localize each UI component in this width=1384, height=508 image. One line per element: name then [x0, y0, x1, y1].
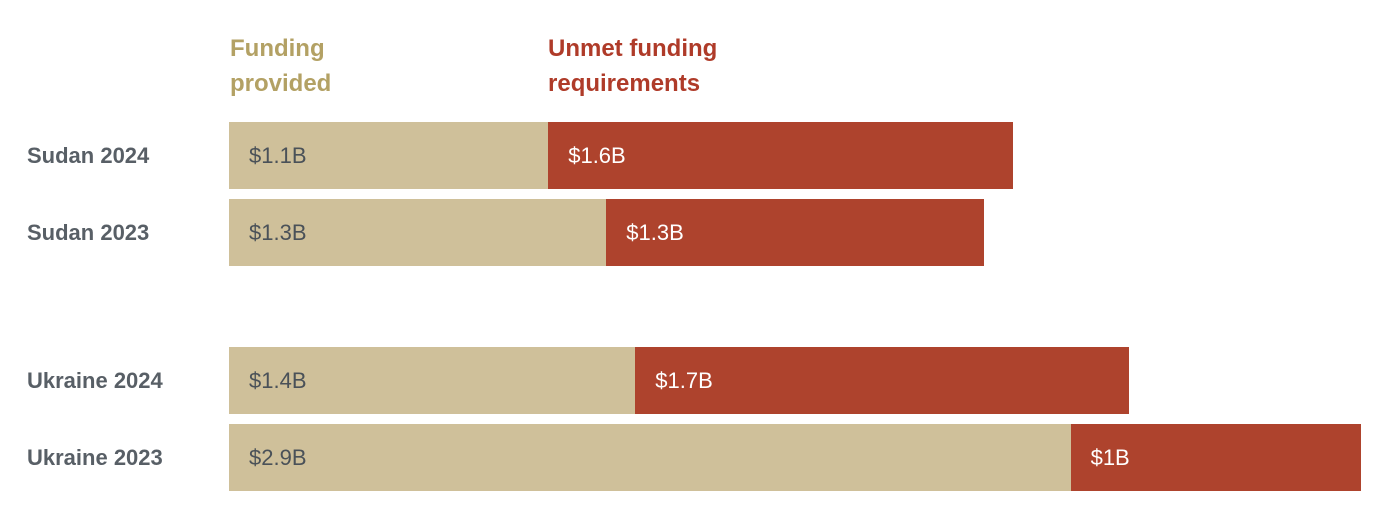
category-label: Ukraine 2024 [27, 367, 163, 393]
category-label: Sudan 2024 [27, 142, 150, 168]
bar-segment-funding-provided: $1.3B [229, 199, 607, 266]
bar-value-label: $1.3B [626, 219, 684, 245]
stacked-bar: $1.4B $1.7B [229, 347, 1384, 414]
category-label: Ukraine 2023 [27, 444, 163, 470]
stacked-bar: $1.3B $1.3B [229, 199, 1384, 266]
bar-row-sudan-2024: Sudan 2024 $1.1B $1.6B [0, 122, 1384, 189]
bar-segment-funding-provided: $1.4B [229, 347, 636, 414]
bar-segment-unmet-requirements: $1.6B [548, 122, 1013, 189]
bar-row-ukraine-2024: Ukraine 2024 $1.4B $1.7B [0, 347, 1384, 414]
bar-row-ukraine-2023: Ukraine 2023 $2.9B $1B [0, 424, 1384, 491]
bar-value-label: $1.1B [249, 142, 307, 168]
bar-value-label: $1B [1090, 444, 1130, 470]
category-label: Sudan 2023 [27, 219, 150, 245]
bar-row-sudan-2023: Sudan 2023 $1.3B $1.3B [0, 199, 1384, 266]
legend-funding-provided: Funding provided [230, 35, 332, 97]
bar-value-label: $2.9B [249, 444, 307, 470]
stacked-bar: $1.1B $1.6B [229, 122, 1384, 189]
bar-segment-unmet-requirements: $1B [1070, 424, 1361, 491]
bar-value-label: $1.6B [568, 142, 626, 168]
stacked-bar: $2.9B $1B [229, 424, 1384, 491]
bar-value-label: $1.7B [655, 367, 713, 393]
bar-segment-unmet-requirements: $1.7B [635, 347, 1129, 414]
bar-segment-funding-provided: $1.1B [229, 122, 549, 189]
bar-value-label: $1.4B [249, 367, 307, 393]
bar-value-label: $1.3B [249, 219, 307, 245]
bar-segment-funding-provided: $2.9B [229, 424, 1071, 491]
bar-segment-unmet-requirements: $1.3B [606, 199, 984, 266]
legend-unmet-funding-requirements: Unmet funding requirements [548, 35, 718, 97]
